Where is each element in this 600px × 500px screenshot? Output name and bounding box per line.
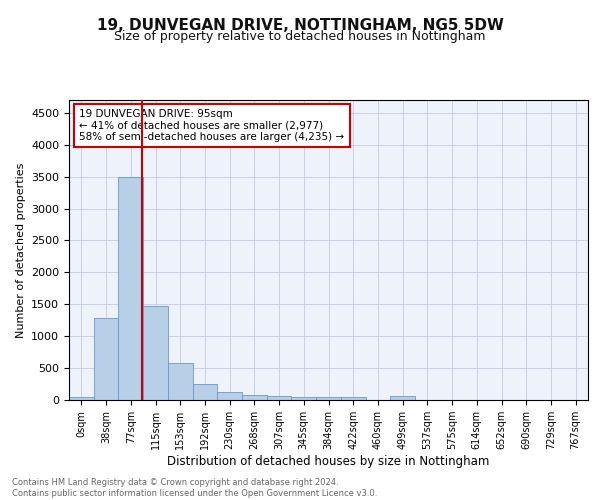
Bar <box>267 396 292 400</box>
Y-axis label: Number of detached properties: Number of detached properties <box>16 162 26 338</box>
Text: Size of property relative to detached houses in Nottingham: Size of property relative to detached ho… <box>114 30 486 43</box>
Bar <box>94 318 118 400</box>
Bar <box>118 176 143 400</box>
Bar <box>316 398 341 400</box>
Bar <box>193 384 217 400</box>
Bar <box>217 392 242 400</box>
Bar <box>390 396 415 400</box>
Bar <box>69 397 94 400</box>
X-axis label: Distribution of detached houses by size in Nottingham: Distribution of detached houses by size … <box>167 455 490 468</box>
Bar <box>292 398 316 400</box>
Text: 19, DUNVEGAN DRIVE, NOTTINGHAM, NG5 5DW: 19, DUNVEGAN DRIVE, NOTTINGHAM, NG5 5DW <box>97 18 503 32</box>
Text: Contains HM Land Registry data © Crown copyright and database right 2024.
Contai: Contains HM Land Registry data © Crown c… <box>12 478 377 498</box>
Text: 19 DUNVEGAN DRIVE: 95sqm
← 41% of detached houses are smaller (2,977)
58% of sem: 19 DUNVEGAN DRIVE: 95sqm ← 41% of detach… <box>79 109 344 142</box>
Bar <box>242 395 267 400</box>
Bar <box>143 306 168 400</box>
Bar <box>168 363 193 400</box>
Bar <box>341 397 365 400</box>
